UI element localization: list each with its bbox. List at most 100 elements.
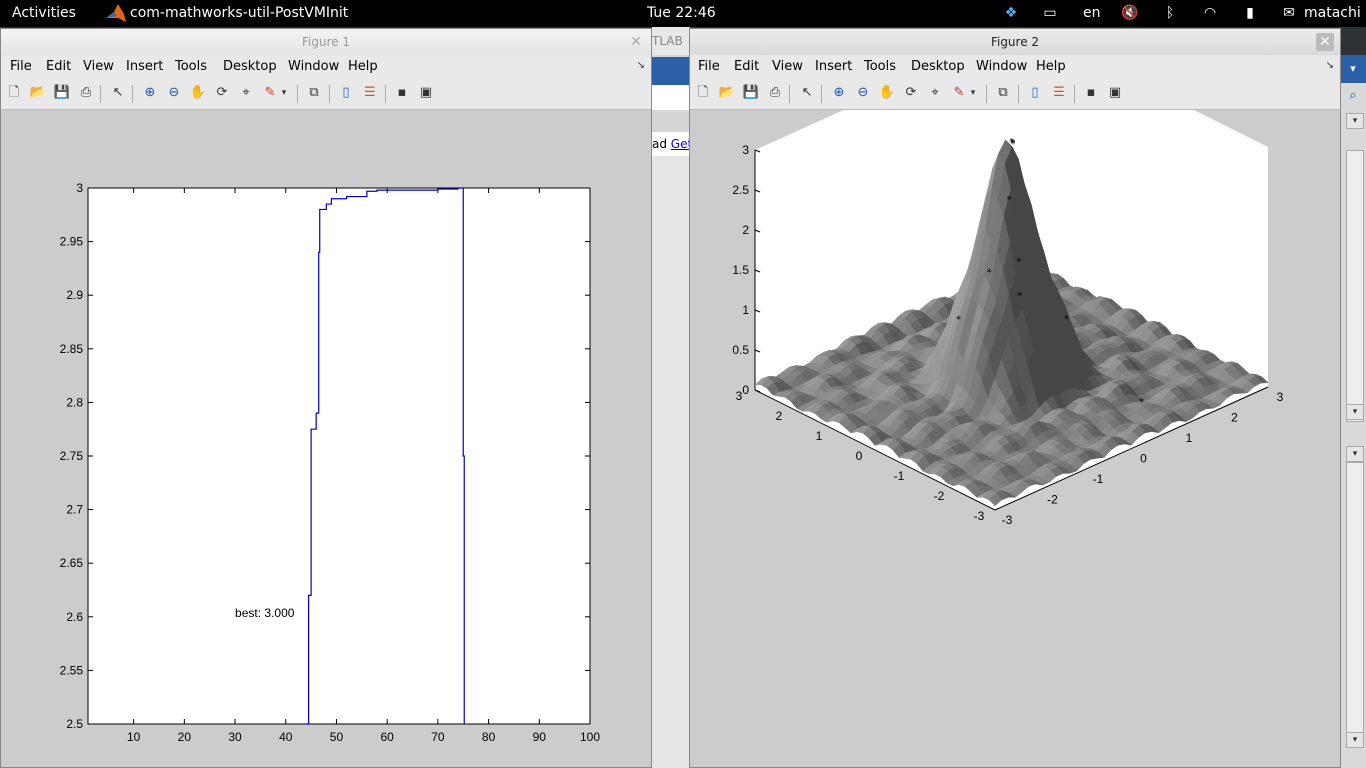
rotate-3d-icon[interactable]: ⟳: [905, 85, 917, 100]
toolbar-separator: [100, 85, 101, 103]
app-menu[interactable]: com-mathworks-util-PostVMInit: [130, 5, 349, 21]
brush-dropdown-icon[interactable]: ▾: [281, 88, 287, 98]
search-icon[interactable]: ⌕: [1349, 88, 1357, 103]
getting-started-link[interactable]: Get: [670, 137, 690, 151]
data-cursor-icon[interactable]: ⌖: [242, 85, 250, 100]
bluetooth-icon[interactable]: ᛒ: [1165, 5, 1175, 21]
best-annotation: best: 3.000: [235, 606, 295, 620]
dock-arrow-icon[interactable]: ↘: [636, 60, 645, 71]
save-icon[interactable]: 💾: [53, 85, 71, 100]
new-file-icon[interactable]: 🗋: [697, 85, 709, 100]
toolbar-separator: [789, 85, 790, 103]
zoom-out-icon[interactable]: ⊖: [857, 85, 869, 100]
menu-help[interactable]: Help: [1036, 59, 1066, 74]
menu-file[interactable]: File: [10, 59, 32, 74]
y-tick-label: 2.7: [66, 503, 83, 517]
print-icon[interactable]: ⎙: [80, 85, 92, 100]
menu-file[interactable]: File: [698, 59, 720, 74]
y-tick-label: 2.8: [66, 395, 83, 409]
save-icon[interactable]: 💾: [742, 85, 760, 100]
y-tick-label: 2.75: [60, 449, 84, 463]
menu-view[interactable]: View: [83, 59, 114, 74]
z-tick: [754, 189, 761, 193]
rotate-3d-icon[interactable]: ⟳: [216, 85, 228, 100]
zoom-in-icon[interactable]: ⊕: [144, 85, 156, 100]
user-icon[interactable]: ✉: [1283, 5, 1295, 21]
legend-icon[interactable]: ☰: [1053, 85, 1065, 100]
menu-desktop[interactable]: Desktop: [911, 59, 965, 74]
hide-plot-tools-icon[interactable]: ▪: [397, 85, 407, 100]
brush-icon[interactable]: ✎: [953, 85, 965, 100]
figure-2-toolbar: 🗋 📂 💾 ⎙ ↖ ⊕ ⊖ ✋ ⟳ ⌖ ✎ ▾ ⧉ ▯ ☰ ▪ ▣: [690, 79, 1340, 110]
hide-plot-tools-icon[interactable]: ▪: [1086, 85, 1096, 100]
menu-edit[interactable]: Edit: [46, 59, 72, 74]
menu-insert[interactable]: Insert: [815, 59, 853, 74]
show-plot-tools-icon[interactable]: ▣: [1108, 85, 1122, 100]
window-title: Figure 2: [990, 35, 1040, 49]
zoom-in-icon[interactable]: ⊕: [833, 85, 845, 100]
colorbar-icon[interactable]: ▯: [342, 85, 350, 100]
menu-tools[interactable]: Tools: [175, 59, 208, 74]
menu-help[interactable]: Help: [348, 59, 378, 74]
panel-menu-icon[interactable]: ▾: [1346, 446, 1364, 462]
matlab-right-toolbar: ▾: [1340, 55, 1366, 83]
pointer-icon[interactable]: ↖: [801, 85, 813, 100]
workspace-scrollbar[interactable]: [1346, 150, 1364, 422]
matlab-path-field[interactable]: [652, 85, 690, 110]
pan-hand-icon[interactable]: ✋: [189, 85, 207, 100]
z-tick-label: 0: [742, 383, 749, 397]
keyboard-language[interactable]: en: [1083, 5, 1101, 21]
scroll-down-icon[interactable]: ▾: [1346, 732, 1364, 748]
show-plot-tools-icon[interactable]: ▣: [419, 85, 433, 100]
menu-desktop[interactable]: Desktop: [223, 59, 277, 74]
toolbar-separator: [132, 85, 133, 103]
menu-insert[interactable]: Insert: [126, 59, 164, 74]
x-tick-label: 30: [228, 730, 242, 744]
y-tick-label: 1: [816, 429, 823, 443]
pointer-icon[interactable]: ↖: [112, 85, 124, 100]
chevron-down-icon[interactable]: ▾: [1350, 62, 1356, 75]
link-plot-icon[interactable]: ⧉: [998, 85, 1008, 100]
x-tick-label: 40: [279, 730, 293, 744]
clock[interactable]: Tue 22:46: [647, 5, 716, 21]
menu-window[interactable]: Window: [976, 59, 1028, 74]
figure-1-titlebar[interactable]: Figure 1 ✕: [1, 29, 651, 55]
brush-dropdown-icon[interactable]: ▾: [970, 88, 976, 98]
legend-icon[interactable]: ☰: [364, 85, 376, 100]
close-icon[interactable]: ✕: [630, 34, 642, 50]
history-scrollbar[interactable]: [1346, 462, 1364, 748]
menu-edit[interactable]: Edit: [734, 59, 760, 74]
dropbox-icon[interactable]: ❖: [1004, 5, 1018, 21]
open-folder-icon[interactable]: 📂: [718, 85, 736, 100]
user-menu[interactable]: matachi: [1304, 5, 1361, 21]
figure-2-titlebar[interactable]: Figure 2 ✕: [690, 29, 1340, 55]
new-file-icon[interactable]: 🗋: [8, 85, 20, 100]
data-cursor-icon[interactable]: ⌖: [931, 85, 939, 100]
dock-arrow-icon[interactable]: ↘: [1325, 60, 1334, 71]
close-icon[interactable]: ✕: [1316, 33, 1334, 51]
menu-view[interactable]: View: [772, 59, 803, 74]
print-icon[interactable]: ⎙: [769, 85, 781, 100]
link-plot-icon[interactable]: ⧉: [309, 85, 319, 100]
zoom-out-icon[interactable]: ⊖: [168, 85, 180, 100]
brush-icon[interactable]: ✎: [264, 85, 276, 100]
z-tick: [754, 269, 761, 273]
x-tick-label: 0: [1140, 452, 1147, 466]
pan-hand-icon[interactable]: ✋: [878, 85, 896, 100]
display-icon[interactable]: ▭: [1043, 5, 1057, 21]
toolbar-separator: [329, 85, 330, 103]
open-folder-icon[interactable]: 📂: [29, 85, 47, 100]
y-tick-label: -1: [894, 469, 905, 483]
panel-menu-icon[interactable]: ▾: [1346, 113, 1364, 129]
axes-box[interactable]: [87, 187, 591, 725]
battery-icon[interactable]: ▮: [1246, 5, 1254, 21]
colorbar-icon[interactable]: ▯: [1031, 85, 1039, 100]
y-tick-label: 3: [76, 181, 83, 195]
activities-button[interactable]: Activities: [12, 5, 76, 21]
scroll-down-icon[interactable]: ▾: [1346, 404, 1364, 420]
menu-window[interactable]: Window: [288, 59, 340, 74]
wifi-icon[interactable]: ◠: [1203, 5, 1217, 21]
y-tick-label: 2.6: [66, 610, 83, 624]
menu-tools[interactable]: Tools: [864, 59, 897, 74]
volume-muted-icon[interactable]: 🔇: [1121, 5, 1139, 21]
